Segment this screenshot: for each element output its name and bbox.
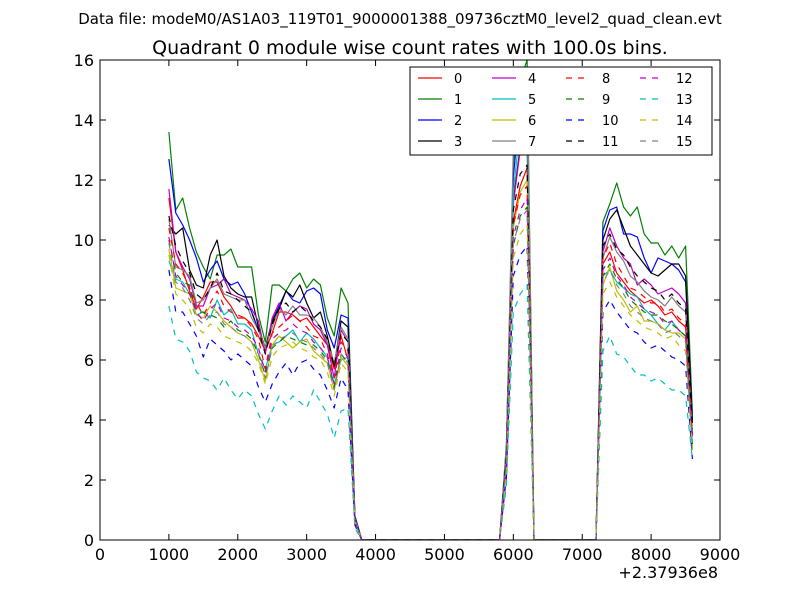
- series-line-14: [168, 224, 693, 540]
- legend-label-1: 1: [454, 93, 462, 108]
- x-axis-ticks: 0 1000 2000 3000 4000 5000 6000 7000 8000 9000: [95, 60, 740, 564]
- y-tick-label: 2: [84, 471, 94, 490]
- series-line-1: [168, 60, 693, 540]
- y-tick-label: 12: [74, 171, 94, 190]
- series-line-2: [168, 92, 693, 540]
- y-tick-label: 14: [74, 111, 94, 130]
- x-tick-label: 2000: [217, 545, 258, 564]
- legend-frame: [409, 66, 713, 156]
- x-tick-label: 5000: [424, 545, 465, 564]
- data-file-header: Data file: modeM0/AS1A03_119T01_90000013…: [78, 10, 722, 29]
- legend-label-8: 8: [602, 72, 610, 87]
- legend-label-6: 6: [528, 114, 536, 129]
- series-line-5: [168, 113, 693, 540]
- x-tick-label: 1000: [149, 545, 190, 564]
- legend-label-0: 0: [454, 72, 462, 87]
- legend-label-14: 14: [676, 114, 693, 129]
- legend-label-7: 7: [528, 135, 536, 150]
- plot-frame: [99, 59, 721, 541]
- x-tick-label: 4000: [355, 545, 396, 564]
- x-tick-label: 9000: [700, 545, 741, 564]
- series-layer: [168, 60, 693, 540]
- series-line-6: [168, 179, 693, 540]
- x-tick-label: 8000: [631, 545, 672, 564]
- x-tick-label: 3000: [286, 545, 327, 564]
- legend-label-11: 11: [602, 135, 619, 150]
- legend-label-2: 2: [454, 114, 462, 129]
- series-line-0: [168, 167, 693, 540]
- x-tick-label: 7000: [562, 545, 603, 564]
- legend-label-15: 15: [676, 135, 693, 150]
- x-tick-label: 0: [95, 545, 105, 564]
- legend-label-5: 5: [528, 93, 536, 108]
- legend-label-13: 13: [676, 93, 693, 108]
- series-line-8: [168, 185, 693, 540]
- series-line-11: [168, 164, 693, 540]
- legend-label-9: 9: [602, 93, 610, 108]
- legend-label-3: 3: [454, 135, 462, 150]
- legend-label-10: 10: [602, 114, 619, 129]
- series-line-9: [168, 206, 693, 540]
- y-tick-label: 4: [84, 411, 94, 430]
- series-line-4: [168, 122, 693, 540]
- y-tick-label: 16: [74, 51, 94, 70]
- legend-label-4: 4: [528, 72, 536, 87]
- x-tick-label: 6000: [493, 545, 534, 564]
- x-offset-label: +2.37936e8: [618, 563, 718, 582]
- y-tick-label: 6: [84, 351, 94, 370]
- chart-title: Quadrant 0 module wise count rates with …: [152, 37, 668, 59]
- series-line-7: [168, 68, 693, 540]
- y-tick-label: 0: [84, 531, 94, 550]
- y-tick-label: 10: [74, 231, 94, 250]
- legend-label-12: 12: [676, 72, 693, 87]
- y-tick-label: 8: [84, 291, 94, 310]
